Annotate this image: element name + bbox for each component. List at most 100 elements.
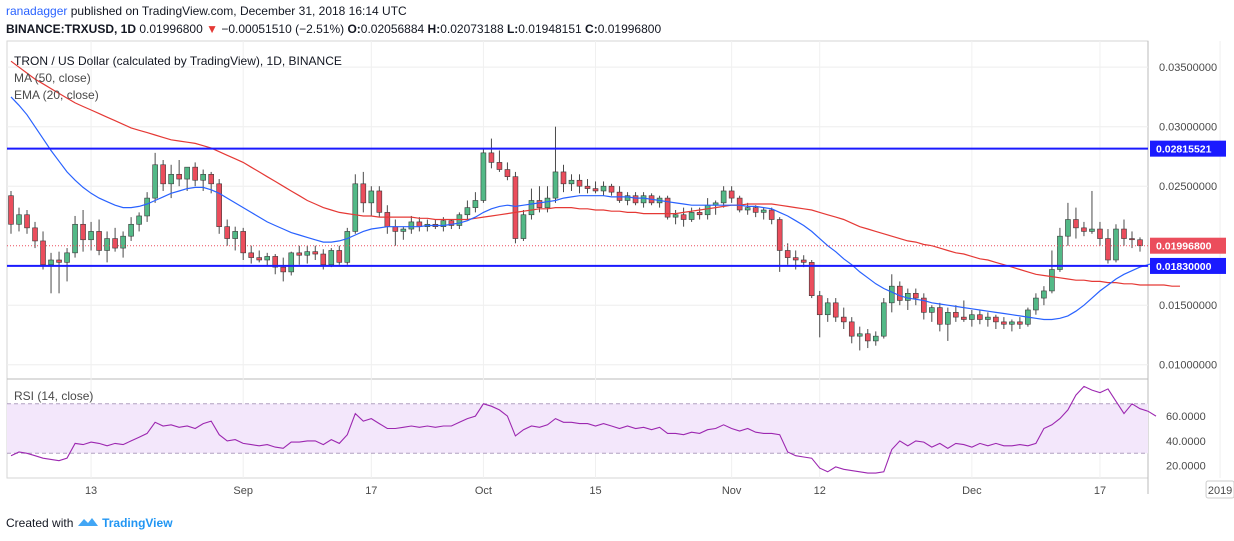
author-link[interactable]: ranadagger bbox=[6, 4, 68, 18]
candle-body-up bbox=[640, 195, 647, 204]
candle bbox=[1137, 237, 1143, 252]
candle-body-down bbox=[496, 162, 503, 170]
candle-body-up bbox=[408, 221, 415, 230]
candle bbox=[592, 181, 599, 194]
candle bbox=[392, 219, 399, 246]
candle-body-down bbox=[848, 321, 855, 337]
ema-legend[interactable]: EMA (20, close) bbox=[14, 88, 99, 102]
candle-body-up bbox=[624, 195, 631, 201]
candle bbox=[184, 166, 190, 191]
candle bbox=[192, 162, 198, 187]
candle-body-up bbox=[1049, 269, 1055, 292]
candle-body-up bbox=[856, 333, 863, 337]
candle bbox=[40, 231, 46, 270]
candle bbox=[296, 245, 303, 265]
price-tick-label: 0.02500000 bbox=[1159, 181, 1217, 193]
candle bbox=[720, 186, 727, 208]
candle-body-up bbox=[344, 231, 351, 263]
time-tick-label: 13 bbox=[85, 485, 97, 497]
rsi-legend[interactable]: RSI (14, close) bbox=[14, 389, 94, 403]
level-label-box bbox=[1150, 257, 1226, 274]
indicator-lines bbox=[10, 60, 1180, 321]
price-change: −0.00051510 (−2.51%) bbox=[221, 22, 345, 36]
candle bbox=[993, 314, 999, 330]
ma50-line bbox=[10, 60, 1180, 287]
candle bbox=[921, 293, 927, 320]
candle-body-down bbox=[608, 185, 615, 193]
symbol-label: BINANCE:TRXUSD, 1D bbox=[6, 22, 137, 36]
candle-body-down bbox=[560, 171, 567, 185]
candle-body-down bbox=[808, 262, 815, 296]
candle bbox=[488, 138, 495, 169]
time-tick-label: Dec bbox=[962, 485, 982, 497]
candle bbox=[640, 192, 647, 208]
candle-body-up bbox=[264, 256, 271, 261]
candle-body-up bbox=[456, 214, 463, 226]
candle bbox=[168, 164, 174, 199]
candle bbox=[344, 227, 351, 265]
candle-body-down bbox=[40, 240, 46, 266]
candle-body-up bbox=[568, 179, 575, 185]
candle-body-up bbox=[520, 214, 527, 239]
candle bbox=[1113, 224, 1119, 263]
candle-body-down bbox=[1081, 227, 1087, 232]
candle-body-down bbox=[240, 231, 246, 254]
candle-body-up bbox=[1113, 228, 1119, 261]
candle-body-down bbox=[504, 169, 511, 177]
candle-body-down bbox=[488, 152, 495, 163]
candle-body-down bbox=[664, 197, 671, 218]
candle-body-down bbox=[736, 197, 743, 211]
publish-info: ranadagger published on TradingView.com,… bbox=[6, 4, 407, 18]
time-tick-box bbox=[1205, 480, 1234, 499]
close-value: 0.01996800 bbox=[597, 22, 662, 36]
candle bbox=[368, 186, 375, 216]
candle bbox=[664, 195, 671, 220]
candle bbox=[832, 298, 839, 322]
candle-body-down bbox=[320, 253, 327, 266]
candle-body-up bbox=[672, 214, 679, 218]
candles bbox=[8, 126, 1143, 351]
candle-body-down bbox=[840, 316, 847, 323]
candle-body-down bbox=[953, 312, 959, 318]
candle bbox=[560, 164, 567, 193]
candle-body-up bbox=[1009, 321, 1015, 325]
candle-body-down bbox=[816, 295, 823, 316]
candle-body-down bbox=[216, 183, 222, 227]
candle bbox=[840, 307, 847, 330]
candle-body-up bbox=[72, 223, 78, 254]
candle-body-up bbox=[552, 171, 559, 199]
candle-body-down bbox=[56, 259, 62, 263]
tradingview-link[interactable]: TradingView bbox=[102, 516, 173, 530]
footer: Created with TradingView bbox=[6, 516, 173, 530]
candle-body-up bbox=[760, 209, 767, 213]
candle bbox=[56, 251, 62, 294]
candle-body-up bbox=[440, 220, 447, 227]
candle-body-down bbox=[993, 316, 999, 323]
candle bbox=[96, 219, 102, 256]
candle-body-down bbox=[360, 183, 367, 204]
candle bbox=[504, 162, 511, 181]
candle-body-down bbox=[897, 285, 903, 301]
candle bbox=[24, 210, 30, 234]
candle bbox=[352, 174, 359, 234]
candle-body-down bbox=[961, 316, 967, 320]
time-tick-label: 17 bbox=[365, 485, 377, 497]
last-price-box bbox=[1150, 237, 1226, 254]
candle bbox=[816, 290, 823, 338]
high-label: H: bbox=[427, 22, 441, 36]
candle-body-down bbox=[592, 188, 599, 192]
candle-body-up bbox=[544, 197, 551, 208]
tradingview-logo-icon bbox=[77, 518, 98, 526]
level-label-box bbox=[1150, 140, 1226, 157]
candle-body-down bbox=[296, 252, 303, 256]
candle bbox=[232, 226, 238, 251]
time-tick-label: Nov bbox=[722, 485, 742, 497]
candle bbox=[80, 210, 86, 252]
candle-body-up bbox=[328, 250, 335, 266]
candle-body-up bbox=[48, 259, 54, 266]
candle bbox=[240, 227, 246, 260]
ma-legend[interactable]: MA (50, close) bbox=[14, 71, 91, 85]
candle-body-up bbox=[464, 207, 471, 216]
candle bbox=[784, 243, 791, 265]
